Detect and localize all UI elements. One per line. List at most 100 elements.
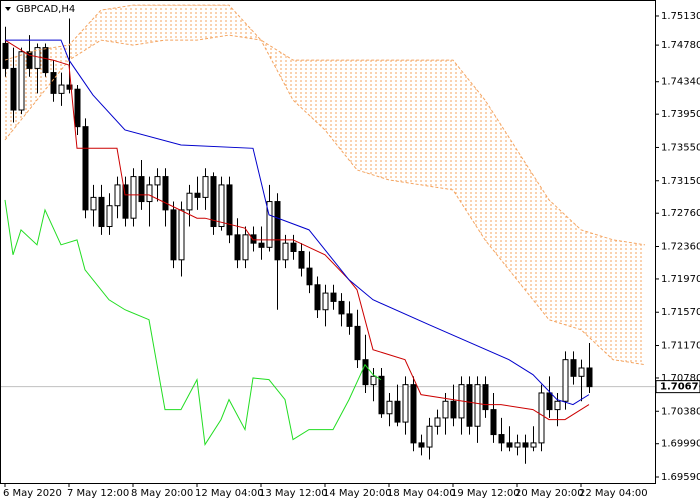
candle-body: [522, 442, 529, 448]
y-tick-label: 1.69590: [661, 472, 700, 483]
plot-border: [0, 0, 656, 484]
y-tick-label: 1.74340: [661, 77, 700, 88]
y-tick-label: 1.71170: [661, 341, 700, 352]
candle-body: [322, 292, 329, 311]
candle-body: [386, 400, 393, 415]
y-tick-label: 1.74780: [661, 40, 700, 51]
candle-body: [514, 442, 521, 448]
x-tick-label: 22 May 04:00: [579, 488, 648, 499]
y-tick-label: 1.73550: [661, 142, 700, 153]
x-tick-label: 12 May 04:00: [195, 488, 264, 499]
candle-body: [258, 242, 265, 248]
candle-body: [226, 184, 233, 236]
candle-body: [434, 417, 441, 427]
indicator-line: [4, 4, 646, 246]
candle-body: [2, 42, 9, 69]
y-tick-label: 1.71570: [661, 307, 700, 318]
candle-body: [282, 242, 289, 261]
candle-body: [114, 184, 121, 207]
candle-body: [298, 250, 305, 269]
candle-body: [194, 192, 201, 198]
x-tick-label: 8 May 20:00: [131, 488, 193, 499]
candle-body: [10, 67, 17, 111]
candle-body: [234, 234, 241, 261]
candle-body: [266, 201, 273, 248]
y-tick-label: 1.75130: [661, 11, 700, 22]
candle-body: [138, 176, 145, 203]
candle-body: [362, 359, 369, 386]
x-tick-label: 13 May 12:00: [259, 488, 328, 499]
candle-body: [42, 47, 49, 74]
candle-body: [466, 384, 473, 427]
candle-body: [346, 313, 353, 327]
x-tick-label: 14 May 20:00: [323, 488, 392, 499]
candle-body: [426, 425, 433, 448]
current-price-label: 1.70676: [660, 382, 700, 393]
candle-body: [58, 84, 65, 94]
candle-body: [162, 176, 169, 211]
candle-body: [306, 267, 313, 286]
candle-body: [170, 209, 177, 261]
x-tick-label: 20 May 20:00: [515, 488, 584, 499]
candle-body: [554, 400, 561, 411]
y-tick-label: 1.70380: [661, 406, 700, 417]
x-tick-label: 19 May 12:00: [451, 488, 520, 499]
candle-body: [202, 176, 209, 198]
candle-body: [578, 367, 585, 377]
candle-body: [82, 126, 89, 211]
indicator-line: [5, 39, 590, 406]
current-price-tag: [655, 380, 700, 394]
candle-body: [314, 284, 321, 311]
indicator-line: [4, 199, 382, 446]
candle-body: [402, 384, 409, 423]
candle-body: [50, 72, 57, 94]
x-tick-label: 7 May 12:00: [67, 488, 129, 499]
y-tick-label: 1.69990: [661, 439, 700, 450]
chart-title: GBPCAD,H4: [16, 4, 75, 15]
x-tick-label: 6 May 2020: [3, 488, 62, 499]
candle-body: [410, 384, 417, 444]
ichimoku-cloud: [5, 5, 645, 365]
candle-body: [570, 359, 577, 377]
menu-arrow[interactable]: [5, 7, 11, 11]
y-tick-label: 1.72360: [661, 241, 700, 252]
candle-body: [586, 367, 593, 388]
candle-body: [330, 292, 337, 302]
candle-body: [450, 400, 457, 419]
candle-body: [186, 192, 193, 211]
indicator-line: [4, 34, 646, 366]
candle-body: [378, 375, 385, 415]
candle-body: [338, 300, 345, 315]
candle-body: [250, 234, 257, 244]
candle-body: [354, 325, 361, 361]
candle-body: [394, 400, 401, 423]
candle-body: [538, 392, 545, 444]
x-tick-label: 18 May 04:00: [387, 488, 456, 499]
y-tick-label: 1.72760: [661, 208, 700, 219]
candle-body: [274, 201, 281, 261]
y-tick-label: 1.73150: [661, 176, 700, 187]
candle-body: [490, 409, 497, 436]
candle-body: [18, 51, 25, 111]
indicator-line: [4, 39, 590, 421]
candle-body: [178, 209, 185, 261]
y-tick-label: 1.70780: [661, 373, 700, 384]
candle-body: [290, 242, 297, 252]
candle-body: [506, 442, 513, 448]
candle-body: [242, 234, 249, 261]
y-tick-label: 1.71970: [661, 274, 700, 285]
candle-body: [482, 384, 489, 411]
candle-body: [218, 184, 225, 228]
candle-body: [562, 359, 569, 402]
candle-body: [98, 196, 105, 228]
candle-body: [106, 205, 113, 228]
candle-body: [370, 375, 377, 386]
candle-body: [66, 84, 73, 90]
y-tick-label: 1.73950: [661, 109, 700, 120]
candle-body: [154, 176, 161, 186]
plot-area: [0, 4, 655, 464]
candle-body: [130, 176, 137, 219]
candle-body: [74, 88, 81, 128]
candle-body: [442, 400, 449, 419]
